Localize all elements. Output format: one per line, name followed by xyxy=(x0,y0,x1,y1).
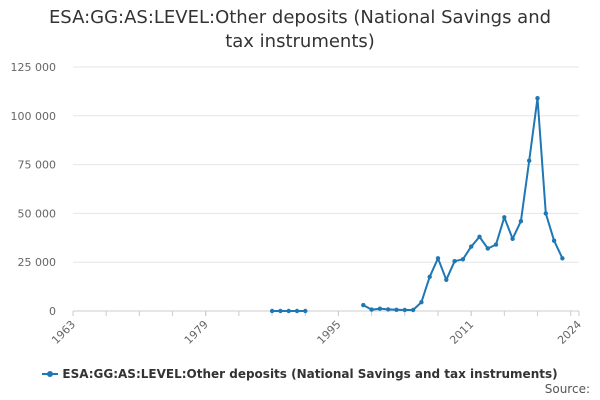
data-point[interactable] xyxy=(535,96,540,101)
data-point[interactable] xyxy=(377,306,383,311)
y-tick-labels: 0 25 000 50 000 75 000 100 000 125 000 xyxy=(11,61,57,318)
data-point[interactable] xyxy=(303,308,308,314)
series-line xyxy=(362,97,564,311)
gridlines xyxy=(73,66,579,312)
chart-title: ESA:GG:AS:LEVEL:Other deposits (National… xyxy=(48,7,552,52)
data-point[interactable] xyxy=(402,307,407,313)
data-point[interactable] xyxy=(269,308,275,314)
data-point[interactable] xyxy=(386,307,391,312)
data-point[interactable] xyxy=(477,234,482,239)
data-point[interactable] xyxy=(493,242,499,247)
data-point[interactable] xyxy=(485,246,490,251)
x-tick-label: 1979 xyxy=(182,318,211,347)
axes xyxy=(72,310,580,316)
y-tick-label: 50 000 xyxy=(18,207,57,220)
data-point[interactable] xyxy=(527,158,532,163)
legend-line-marker-icon xyxy=(42,371,59,377)
data-point[interactable] xyxy=(551,238,557,243)
data-point[interactable] xyxy=(419,300,424,305)
x-tick-label: 2024 xyxy=(555,318,584,347)
x-tick-label: 1995 xyxy=(315,318,344,347)
data-point[interactable] xyxy=(518,219,524,224)
x-tick-label: 1963 xyxy=(49,318,78,347)
data-point[interactable] xyxy=(427,274,432,279)
y-tick-label: 0 xyxy=(49,305,56,318)
data-point[interactable] xyxy=(510,236,515,241)
y-tick-label: 100 000 xyxy=(11,110,57,123)
data-point[interactable] xyxy=(294,308,300,314)
data-point[interactable] xyxy=(278,308,283,314)
y-tick-label: 25 000 xyxy=(18,256,57,269)
data-point[interactable] xyxy=(435,256,441,261)
y-tick-label: 75 000 xyxy=(18,159,57,172)
data-point[interactable] xyxy=(369,307,374,312)
legend: ESA:GG:AS:LEVEL:Other deposits (National… xyxy=(0,364,600,381)
data-point[interactable] xyxy=(394,307,399,312)
legend-item[interactable]: ESA:GG:AS:LEVEL:Other deposits (National… xyxy=(42,367,558,381)
data-point[interactable] xyxy=(444,277,449,282)
data-point[interactable] xyxy=(560,256,565,261)
data-point[interactable] xyxy=(286,308,291,314)
data-point[interactable] xyxy=(361,302,366,308)
y-tick-label: 125 000 xyxy=(11,61,57,74)
data-point[interactable] xyxy=(410,307,416,313)
x-tick-label: 2011 xyxy=(447,318,476,347)
series-layer[interactable] xyxy=(269,96,565,314)
data-point[interactable] xyxy=(543,211,548,216)
data-point[interactable] xyxy=(460,257,466,262)
data-point[interactable] xyxy=(502,215,507,220)
x-tick-labels: 1963 1979 1995 2011 2024 xyxy=(49,318,584,347)
data-point[interactable] xyxy=(469,244,474,249)
source-credit: Source: xyxy=(544,382,590,396)
legend-label: ESA:GG:AS:LEVEL:Other deposits (National… xyxy=(62,367,558,381)
data-point[interactable] xyxy=(452,259,457,264)
